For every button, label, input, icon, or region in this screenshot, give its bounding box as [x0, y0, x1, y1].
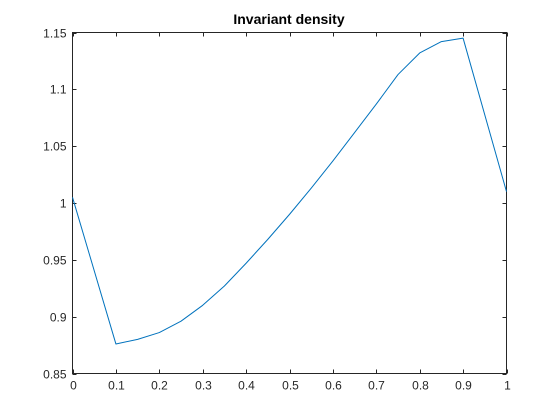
y-tick-label: 1.05: [43, 140, 67, 154]
y-tick-label: 1: [60, 197, 67, 211]
y-tick-label: 0.85: [43, 368, 67, 382]
x-tick-label: 0.9: [455, 379, 472, 393]
axes-frame: [72, 32, 507, 374]
x-tick-label: 0.6: [325, 379, 342, 393]
x-tick-label: 0: [70, 379, 77, 393]
x-tick-label: 1: [504, 379, 511, 393]
y-tick-label: 1.15: [43, 27, 67, 41]
x-tick-label: 0.3: [195, 379, 212, 393]
series-line: [72, 37, 507, 345]
axis-ticks: [72, 32, 508, 375]
x-tick-label: 0.2: [151, 379, 168, 393]
x-tick-label: 0.4: [238, 379, 255, 393]
y-tick-labels: 0.85 0.9 0.95 1 1.05 1.1 1.15: [43, 27, 67, 382]
y-tick-label: 1.1: [50, 83, 67, 97]
series-group: [72, 37, 507, 345]
y-tick-label: 0.95: [43, 254, 67, 268]
x-tick-label: 0.7: [368, 379, 385, 393]
x-tick-label: 0.1: [108, 379, 125, 393]
y-tick-label: 0.9: [50, 311, 67, 325]
x-tick-label: 0.8: [412, 379, 429, 393]
x-tick-labels: 0 0.1 0.2 0.3 0.4 0.5 0.6 0.7 0.8 0.9 1: [70, 379, 511, 393]
x-tick-label: 0.5: [282, 379, 299, 393]
chart-title: Invariant density: [233, 11, 344, 27]
